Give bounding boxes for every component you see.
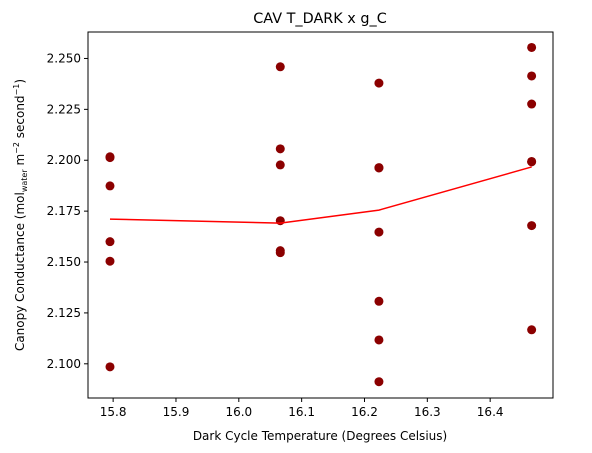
y-tick-label: 2.150 xyxy=(47,255,81,269)
y-tick-label: 2.200 xyxy=(47,153,81,167)
data-point xyxy=(276,144,285,153)
data-point xyxy=(276,248,285,257)
data-point xyxy=(527,325,536,334)
y-tick-label: 2.175 xyxy=(47,204,81,218)
y-axis: 2.100 2.125 2.150 2.175 2.200 2.225 2.250 xyxy=(47,51,88,370)
y-tick-label: 2.225 xyxy=(47,102,81,116)
data-point xyxy=(374,228,383,237)
data-point xyxy=(527,221,536,230)
data-point xyxy=(374,335,383,344)
y-tick-label: 2.100 xyxy=(47,357,81,371)
data-point xyxy=(527,43,536,52)
x-tick-label: 15.8 xyxy=(100,405,127,419)
trend-line-layer xyxy=(110,167,532,223)
data-point xyxy=(527,100,536,109)
data-point xyxy=(374,79,383,88)
data-point xyxy=(276,62,285,71)
x-axis: 15.8 15.9 16.0 16.1 16.2 16.3 16.4 xyxy=(100,398,504,419)
y-axis-label: Canopy Conductance (molwater m−2 second−… xyxy=(12,79,29,351)
data-point xyxy=(105,153,114,162)
data-point xyxy=(527,71,536,80)
x-tick-label: 15.9 xyxy=(163,405,190,419)
data-point xyxy=(374,377,383,386)
y-tick-label: 2.125 xyxy=(47,306,81,320)
data-point xyxy=(105,181,114,190)
x-tick-label: 16.0 xyxy=(225,405,252,419)
data-point xyxy=(105,362,114,371)
y-tick-label: 2.250 xyxy=(47,51,81,65)
x-tick-label: 16.1 xyxy=(288,405,315,419)
trend-line xyxy=(110,167,532,223)
data-point xyxy=(374,297,383,306)
data-point xyxy=(276,160,285,169)
x-tick-label: 16.2 xyxy=(351,405,378,419)
data-point xyxy=(374,163,383,172)
x-tick-label: 16.4 xyxy=(477,405,504,419)
chart-title: CAV T_DARK x g_C xyxy=(253,11,387,27)
x-tick-label: 16.3 xyxy=(414,405,441,419)
scatter-points xyxy=(105,43,536,386)
data-point xyxy=(105,257,114,266)
plot-frame xyxy=(88,32,553,398)
data-point xyxy=(105,237,114,246)
data-point xyxy=(527,157,536,166)
x-axis-label: Dark Cycle Temperature (Degrees Celsius) xyxy=(193,429,447,443)
